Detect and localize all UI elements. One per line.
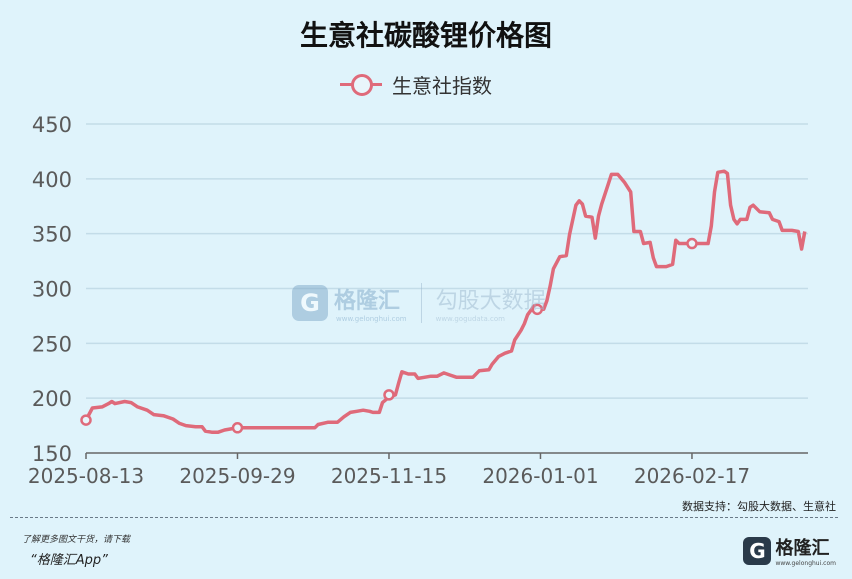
y-tick-label: 150 (32, 442, 72, 466)
y-tick-label: 200 (32, 387, 72, 411)
watermark: G 格隆汇 www.gelonghui.com 勾股大数据 www.goguda… (292, 283, 546, 323)
gelonghui-logo-icon: G (292, 285, 328, 321)
y-tick-label: 300 (32, 278, 72, 302)
series-line (84, 169, 807, 434)
y-tick-label: 250 (32, 332, 72, 356)
series-layer (80, 169, 807, 434)
y-tick-label: 400 (32, 168, 72, 192)
data-point (383, 389, 395, 401)
data-point (231, 422, 244, 434)
watermark-divider (420, 283, 422, 323)
brand-name: 格隆汇 (775, 538, 830, 559)
watermark-domain-2: www.gogudata.com (435, 315, 505, 323)
data-point (686, 237, 698, 250)
data-source-note: 数据支持：勾股大数据、生意社 (682, 500, 836, 513)
y-axis-ticks: 150 200 250 300 350 400 450 (32, 113, 72, 466)
footer-hint: 了解更多图文干货，请下载 (22, 535, 131, 545)
footer-app-name[interactable]: “格隆汇App” (30, 553, 108, 568)
x-tick-label: 2025-09-29 (179, 464, 295, 488)
legend-series-label: 生意社指数 (392, 73, 492, 98)
legend-line-marker-icon (340, 72, 382, 96)
watermark-name: 格隆汇 (334, 289, 401, 314)
data-point (80, 414, 92, 426)
brand-domain: www.gelonghui.com (775, 560, 836, 567)
watermark-name-2: 勾股大数据 (435, 289, 546, 314)
x-tick-label: 2026-02-17 (634, 464, 750, 488)
y-tick-label: 450 (32, 113, 72, 137)
legend[interactable]: 生意社指数 (340, 70, 492, 98)
x-tick-label: 2026-01-01 (482, 464, 598, 488)
data-point (531, 303, 543, 316)
grid-lines (86, 123, 808, 399)
x-axis: 2025-08-13 2025-09-29 2025-11-15 2026-01-01… (28, 452, 808, 488)
y-tick-label: 350 (32, 223, 72, 247)
brand[interactable]: G 格隆汇 www.gelonghui.com (743, 534, 836, 567)
watermark-domain: www.gelonghui.com (336, 315, 407, 323)
gelonghui-brand-icon: G (743, 536, 772, 565)
chart-title: 生意社碳酸锂价格图 (299, 19, 552, 52)
x-tick-label: 2025-08-13 (28, 464, 144, 488)
footer-divider (10, 517, 838, 518)
x-tick-label: 2025-11-15 (331, 464, 447, 488)
